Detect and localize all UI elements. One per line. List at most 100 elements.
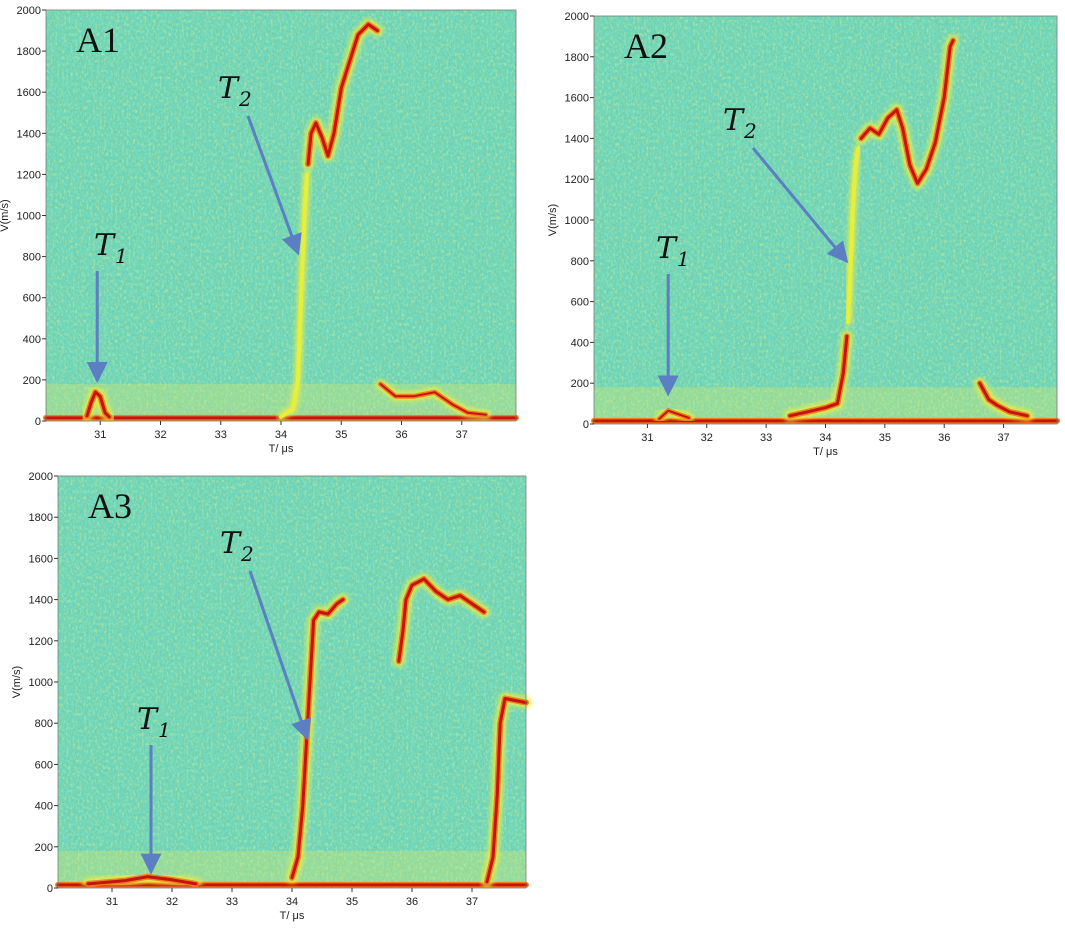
y-tick-label: 2000 (565, 11, 589, 23)
trace-6 (973, 377, 1034, 422)
y-tick-label: 1400 (565, 133, 589, 145)
y-tick-label: 800 (35, 718, 53, 730)
trace-2 (81, 386, 116, 423)
y-tick-label: 1600 (565, 93, 589, 105)
x-axis-label: T/ μs (813, 446, 838, 458)
noise-texture-yellow (594, 16, 1057, 424)
trace-2 (654, 405, 694, 424)
y-tick-label: 400 (23, 334, 41, 346)
y-axis-label: V(m/s) (11, 666, 23, 698)
y-tick-label: 0 (35, 416, 41, 428)
trace-3 (783, 330, 853, 422)
x-tick-label: 31 (106, 896, 118, 908)
y-tick-label: 1400 (29, 595, 53, 607)
x-tick-label: 34 (275, 429, 287, 441)
y-tick-label: 1600 (17, 87, 41, 99)
x-tick-label: 31 (94, 429, 106, 441)
annotation-label: T1 (94, 228, 128, 268)
annotation-t2: T2 (218, 71, 302, 256)
y-tick-label: 600 (35, 759, 53, 771)
x-axis-label: T/ μs (280, 910, 305, 922)
trace-core (846, 146, 861, 324)
x-tick-label: 33 (760, 432, 772, 444)
y-tick-label: 600 (571, 297, 589, 309)
x-tick-label: 35 (879, 432, 891, 444)
trace-core (978, 381, 1029, 418)
y-tick-label: 600 (23, 293, 41, 305)
trace-core (485, 697, 528, 884)
y-tick-label: 0 (47, 883, 53, 895)
y-tick-label: 1800 (17, 46, 41, 58)
y-tick-label: 400 (35, 801, 53, 813)
x-tick-label: 32 (154, 429, 166, 441)
trace-core (306, 22, 379, 166)
annotation-arrow (248, 570, 312, 741)
panel-label: A3 (88, 486, 132, 526)
noise-texture-yellow (58, 476, 526, 888)
y-tick-label: 1000 (565, 215, 589, 227)
x-tick-label: 35 (335, 429, 347, 441)
annotation-label: T1 (656, 231, 690, 271)
trace-4 (302, 18, 384, 171)
annotation-label: T1 (137, 702, 171, 742)
x-axis-label: T/ μs (269, 443, 294, 455)
trace-core (290, 598, 345, 880)
y-tick-label: 1200 (29, 636, 53, 648)
trace-5 (375, 379, 491, 420)
y-tick-label: 2000 (29, 471, 53, 483)
y-tick-label: 1200 (17, 169, 41, 181)
trace-core (279, 172, 309, 419)
trace-core (86, 875, 198, 886)
trace-core (397, 577, 486, 663)
y-tick-label: 400 (571, 337, 589, 349)
x-tick-label: 36 (938, 432, 950, 444)
annotation-t1: T1 (137, 702, 171, 875)
x-tick-label: 32 (701, 432, 713, 444)
annotation-t2: T2 (220, 526, 312, 741)
trace-3 (286, 593, 349, 884)
y-tick-label: 1800 (565, 52, 589, 64)
x-tick-label: 35 (346, 896, 358, 908)
panel-label: A1 (76, 20, 120, 60)
trace-2 (82, 870, 202, 890)
trace-core (658, 409, 690, 420)
y-tick-label: 200 (23, 375, 41, 387)
y-tick-label: 200 (571, 378, 589, 390)
panel-label: A2 (624, 26, 668, 66)
y-tick-label: 1000 (29, 677, 53, 689)
x-tick-label: 37 (466, 896, 478, 908)
trace-4 (844, 144, 863, 326)
y-tick-label: 200 (35, 842, 53, 854)
y-axis-label: V(m/s) (547, 204, 559, 236)
y-axis-label: V(m/s) (0, 199, 11, 231)
y-tick-label: 1200 (565, 174, 589, 186)
y-tick-label: 2000 (17, 5, 41, 17)
trace-5 (855, 34, 960, 190)
y-tick-label: 0 (583, 419, 589, 431)
annotation-label: T2 (723, 103, 757, 143)
y-tick-label: 1400 (17, 128, 41, 140)
x-tick-label: 31 (641, 432, 653, 444)
x-tick-label: 37 (997, 432, 1009, 444)
y-tick-label: 800 (23, 252, 41, 264)
y-tick-label: 1000 (17, 211, 41, 223)
panel-a3: 0 200 400 600 800 1000 1200 1400 1600 1800 2000 31 3… (11, 471, 532, 922)
x-tick-label: 34 (819, 432, 831, 444)
annotation-arrow (246, 115, 302, 256)
y-tick-label: 1800 (29, 512, 53, 524)
y-tick-label: 1600 (29, 553, 53, 565)
x-tick-label: 36 (395, 429, 407, 441)
annotation-t1: T1 (656, 231, 690, 397)
panel-a1: 0 200 400 600 800 1000 1200 1400 1600 1800 2000 31 3… (0, 5, 522, 455)
y-tick-label: 800 (571, 256, 589, 268)
trace-core (85, 390, 111, 419)
noise-texture-yellow (46, 10, 516, 421)
annotation-t2: T2 (723, 103, 849, 264)
panel-a2: 0 200 400 600 800 1000 1200 1400 1600 1800 2000 31 3… (547, 11, 1063, 458)
trace-5 (481, 692, 532, 888)
x-tick-label: 32 (166, 896, 178, 908)
x-tick-label: 33 (226, 896, 238, 908)
x-tick-label: 36 (406, 896, 418, 908)
trace-core (788, 334, 849, 418)
